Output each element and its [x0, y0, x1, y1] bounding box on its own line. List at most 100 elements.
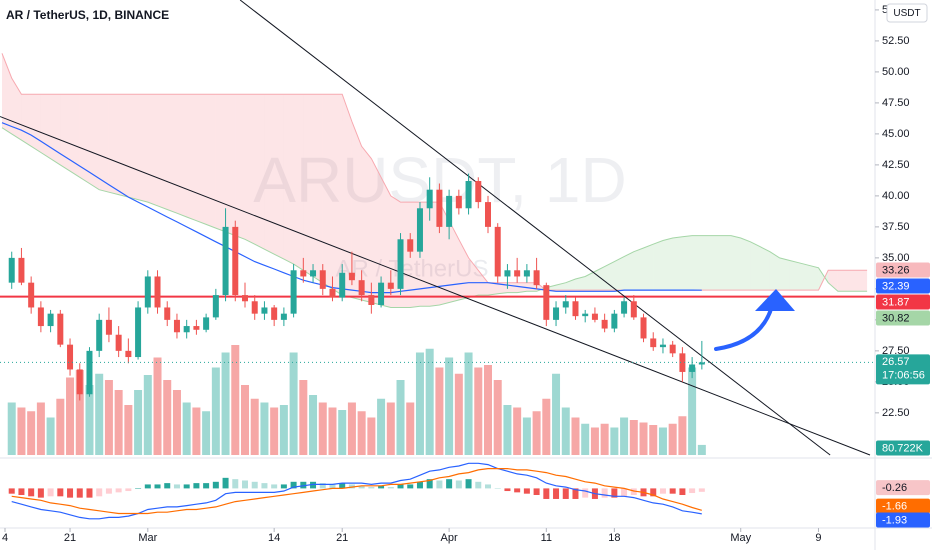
cloud-fill [614, 256, 625, 291]
volume-bar [600, 423, 609, 455]
trendline [0, 116, 871, 456]
y-tick-label: 22.50 [882, 407, 910, 419]
cloud-fill [381, 177, 391, 308]
cloud-fill [449, 220, 459, 303]
volume-bar [309, 395, 318, 455]
volume-bar [270, 407, 279, 455]
volume-bar [503, 405, 512, 455]
candle-body [154, 276, 161, 308]
macd-histogram-bar [105, 488, 112, 494]
macd-histogram-bar [28, 488, 35, 497]
candle-body [436, 189, 443, 227]
cloud-fill [361, 146, 372, 303]
moving-average [1, 122, 702, 294]
x-tick-label: Mar [138, 532, 157, 544]
cloud-fill [2, 53, 12, 134]
candle-body [553, 307, 560, 320]
candle-body [290, 270, 297, 314]
x-tick-label: May [730, 532, 751, 544]
candle-body [232, 226, 239, 296]
volume-bar [561, 407, 570, 455]
candle-body [339, 272, 346, 298]
macd-badge-bg [876, 512, 930, 528]
macd-histogram-bar [611, 488, 618, 498]
volume-bar [279, 405, 288, 455]
cloud-fill [11, 78, 22, 141]
y-tick-label: 47.50 [882, 97, 910, 109]
cloud-fill [264, 94, 275, 255]
macd-histogram-bar [358, 485, 365, 489]
cloud-fill [701, 235, 712, 291]
x-tick-label: 4 [2, 532, 8, 544]
candle-body [543, 285, 550, 320]
volume-bar [532, 411, 541, 455]
cloud-fill [196, 94, 207, 225]
macd-histogram-bar [455, 480, 462, 489]
cloud-fill [206, 94, 216, 229]
trendline [239, 0, 831, 456]
cloud-fill [643, 244, 654, 291]
macd-histogram-bar [232, 479, 239, 489]
macd-histogram-bar [397, 484, 404, 489]
candle-body [621, 301, 628, 314]
cloud-fill [439, 202, 450, 305]
macd-histogram-bar [76, 488, 83, 498]
candle-body [611, 313, 618, 329]
volume-bar [172, 390, 181, 455]
cloud-fill [497, 282, 508, 294]
macd-histogram-bar [475, 481, 482, 489]
candle-body [591, 313, 598, 320]
candle-body [96, 319, 103, 351]
macd-histogram-bar [562, 488, 569, 499]
candle-body [18, 257, 25, 283]
macd-histogram-bar [446, 479, 453, 489]
candle-body [310, 270, 317, 277]
candle-body [368, 295, 375, 305]
candle-body [630, 301, 637, 318]
candle-body [300, 270, 307, 277]
volume-badge: 80.722K [882, 442, 924, 454]
candle-body [455, 195, 462, 209]
candle-body [416, 208, 423, 252]
axes: 55.0052.5050.0047.5045.0042.5040.0037.50… [2, 4, 930, 544]
macd-histogram-bar [86, 488, 93, 498]
cloud-fill [556, 282, 566, 291]
candle-body [125, 350, 132, 358]
macd-histogram-bar [115, 488, 122, 493]
cloud-fill [682, 235, 693, 291]
volume-bar [542, 398, 551, 455]
currency-label[interactable]: USDT [893, 8, 920, 19]
cloud-fill [760, 246, 770, 291]
macd-histogram-bar [57, 488, 64, 497]
macd-histogram-bar [242, 480, 248, 489]
cloud-fill [225, 94, 236, 236]
cloud-fill [575, 276, 586, 291]
macd-line [11, 462, 702, 520]
signal-line [11, 468, 702, 515]
currency-button[interactable] [886, 3, 928, 23]
price-badge-bg [876, 262, 930, 278]
y-tick-label: 27.50 [882, 345, 910, 357]
volume-bar [56, 398, 65, 455]
cloud-fill [458, 239, 469, 301]
volume-bar [464, 352, 473, 455]
y-tick-label: 52.50 [882, 35, 910, 47]
cloud-span-a [1, 127, 868, 308]
macd-histogram-bar [212, 481, 219, 489]
candle-body [465, 181, 472, 209]
candle-body [67, 344, 74, 370]
candle-body [251, 301, 258, 314]
macd-histogram-bar [164, 483, 171, 489]
cloud-fill [313, 94, 323, 283]
macd-histogram-bar [485, 484, 491, 489]
candle-body [358, 280, 365, 296]
cloud-fill [118, 94, 129, 198]
cloud-fill [662, 238, 673, 291]
candle-body [426, 189, 433, 209]
cloud-fill [31, 94, 41, 153]
candle-body [329, 288, 336, 298]
macd-histogram-bar [514, 488, 521, 493]
candle-body [173, 319, 180, 333]
candle-body [533, 270, 540, 286]
